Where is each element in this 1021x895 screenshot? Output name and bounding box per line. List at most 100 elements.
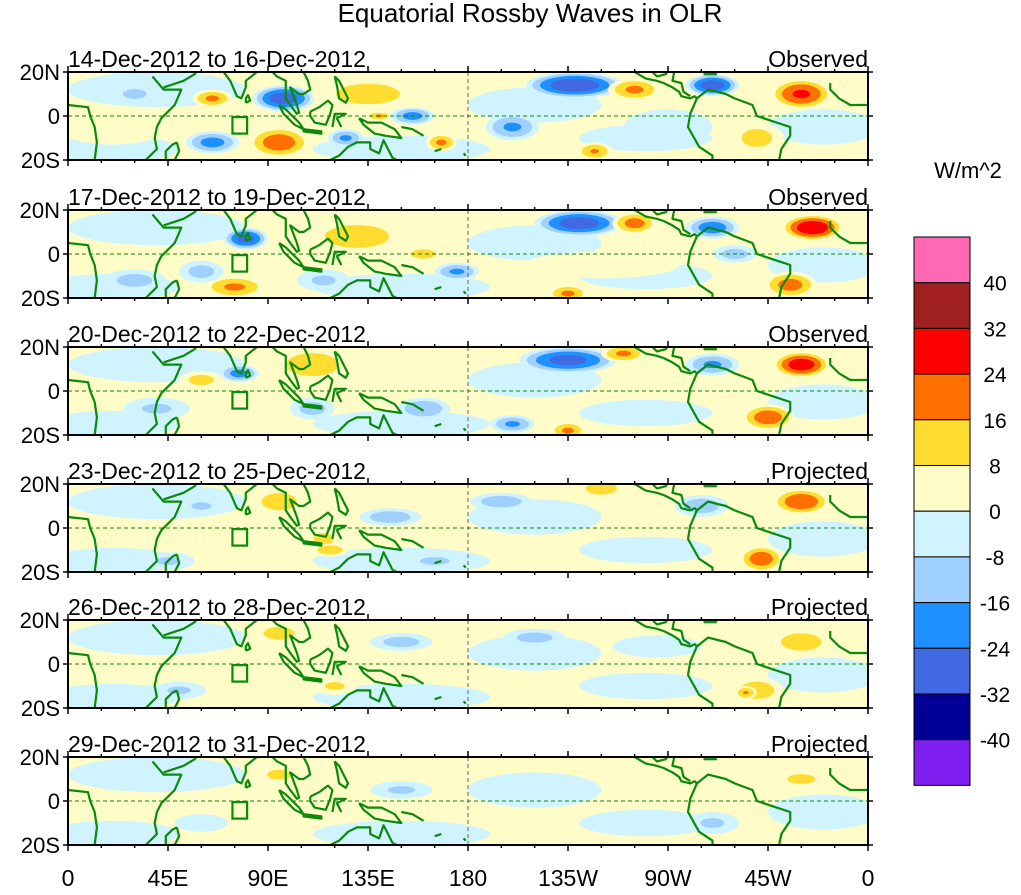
coastline <box>358 802 403 825</box>
coastline <box>244 778 252 789</box>
coastline <box>163 620 198 637</box>
anomaly-contour <box>324 224 389 248</box>
y-tick-label: 20S <box>21 833 60 858</box>
colorbar-label: 24 <box>983 364 1007 387</box>
coastline <box>302 676 323 683</box>
coastline <box>651 620 691 646</box>
map-panel: 17-Dec-2012 to 19-Dec-2012 Observed 20N 0 20… <box>20 184 873 311</box>
panel-date-range: 26-Dec-2012 to 28-Dec-2012 <box>68 594 366 620</box>
coastline <box>331 112 347 128</box>
coastline <box>829 768 868 792</box>
anomaly-contour <box>261 492 297 511</box>
anomaly-contour <box>503 122 522 132</box>
panel-date-range: 23-Dec-2012 to 25-Dec-2012 <box>68 458 366 484</box>
y-tick-label: 20S <box>21 423 60 448</box>
coastline <box>327 277 398 298</box>
coastline <box>462 290 467 295</box>
y-tick-label: 20N <box>20 335 60 360</box>
coastline <box>222 72 259 100</box>
anomaly-contour <box>224 283 246 291</box>
anomaly-contour <box>787 774 816 784</box>
coastline <box>634 484 698 512</box>
x-tick-label: 0 <box>62 865 75 890</box>
coastline <box>309 374 334 401</box>
anomaly-contour <box>780 633 822 651</box>
colorbar-label: 16 <box>983 410 1006 433</box>
coastline <box>164 141 181 160</box>
region-box <box>231 800 249 820</box>
coastline <box>222 347 259 375</box>
map-panel: 14-Dec-2012 to 16-Dec-2012 Observed 20N 0 20… <box>20 46 873 173</box>
anomaly-contour <box>383 636 420 648</box>
coastline <box>68 788 98 845</box>
anomaly-contour <box>286 353 339 377</box>
anomaly-contour <box>174 814 228 832</box>
anomaly-contour <box>188 265 215 278</box>
x-tick-label: 90E <box>248 865 289 890</box>
colorbar-units-label: W/m^2 <box>934 158 1002 183</box>
coastline <box>634 757 698 785</box>
coastline <box>327 139 398 160</box>
anomaly-contour <box>700 80 725 91</box>
coastline <box>829 631 868 655</box>
coastline <box>302 128 323 135</box>
anomaly-contour <box>312 820 491 845</box>
coastline <box>244 93 252 104</box>
anomaly-contour <box>523 251 680 279</box>
coastline <box>686 645 714 708</box>
anomaly-contour <box>784 493 819 510</box>
panel-status-label: Observed <box>768 321 868 347</box>
coastline <box>401 263 425 275</box>
coastline <box>829 358 868 382</box>
coastline <box>164 689 181 708</box>
coastline <box>333 623 350 652</box>
anomaly-contour <box>768 521 868 557</box>
coastline <box>145 213 183 298</box>
colorbar-swatch <box>913 236 971 284</box>
coastline <box>462 564 467 569</box>
panel-status-label: Observed <box>768 184 868 210</box>
coastline <box>333 760 350 789</box>
anomaly-contour <box>387 786 416 794</box>
coastline <box>333 213 350 242</box>
anomaly-contour <box>269 92 298 105</box>
y-tick-label: 20S <box>21 696 60 721</box>
anomaly-contour <box>516 632 553 643</box>
coastline <box>164 279 181 298</box>
coastline <box>270 210 312 253</box>
anomaly-contour <box>116 274 153 287</box>
map-panel: 29-Dec-2012 to 31-Dec-2012 Projected 20N 0 2… <box>20 731 873 858</box>
coastline <box>331 660 347 676</box>
anomaly-contour <box>512 779 602 801</box>
coastline <box>163 210 198 227</box>
anomaly-contour <box>579 536 713 564</box>
coastline <box>145 623 183 708</box>
region-box <box>231 115 249 135</box>
coastline <box>651 210 691 236</box>
coastline <box>270 620 312 663</box>
coastline <box>358 117 403 140</box>
anomaly-contour <box>768 794 868 830</box>
panel-date-range: 17-Dec-2012 to 19-Dec-2012 <box>68 184 366 210</box>
coastline <box>164 826 181 845</box>
coastline <box>222 620 259 648</box>
x-axis: 0 45E 90E 135E 180 135W 90W 45W 0 <box>62 865 875 891</box>
anomaly-contour <box>625 85 644 94</box>
anomaly-contour <box>436 139 447 146</box>
colorbar-swatch <box>913 647 971 695</box>
coastline <box>401 810 425 822</box>
coastline <box>163 757 198 774</box>
coastline <box>331 387 347 403</box>
coastline <box>222 210 259 238</box>
coastline <box>270 484 312 527</box>
anomaly-contour <box>205 95 220 102</box>
panel-date-range: 29-Dec-2012 to 31-Dec-2012 <box>68 731 366 757</box>
anomaly-contour <box>505 421 520 427</box>
coastline <box>434 832 442 838</box>
anomaly-contour <box>768 384 868 420</box>
colorbar-swatch <box>913 282 971 329</box>
coastline <box>462 427 467 432</box>
anomaly-contour <box>122 89 147 99</box>
coastline <box>634 72 698 100</box>
coastline <box>651 484 691 510</box>
